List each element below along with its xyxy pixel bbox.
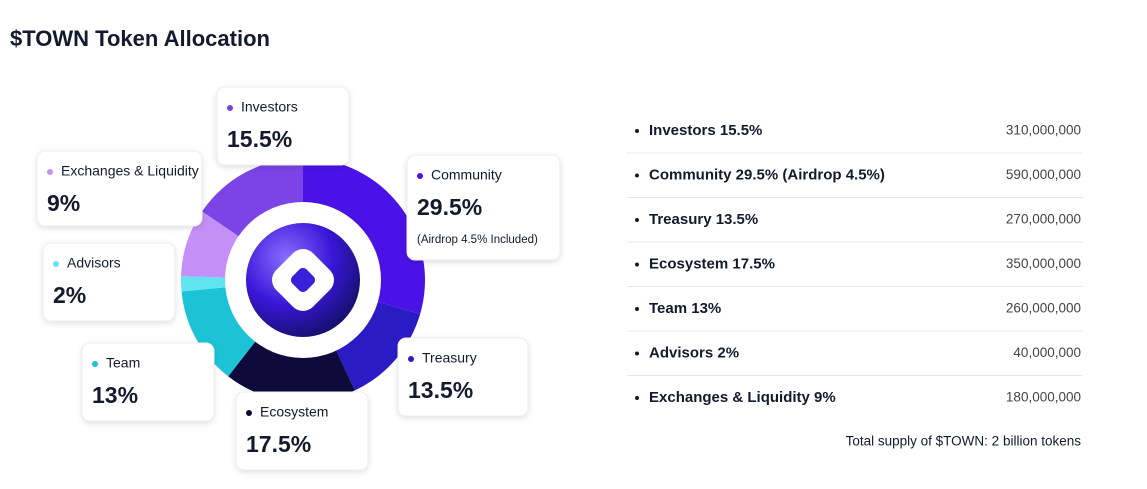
logo-mark: [272, 249, 334, 311]
slice: [228, 340, 355, 402]
slice: [303, 158, 425, 315]
card-value: 29.5%: [417, 194, 482, 220]
card-name: Advisors: [67, 255, 121, 271]
slice: [335, 301, 421, 391]
card-value: 15.5%: [227, 126, 292, 152]
bullet: [635, 396, 639, 400]
card: [397, 337, 529, 417]
allocation-list: Investors 15.5% 310,000,000 Community 29.5…: [627, 122, 1083, 406]
card: [216, 86, 350, 166]
item-label: Treasury 13.5%: [649, 211, 758, 228]
slice: [181, 211, 241, 278]
item-label: Advisors 2%: [649, 344, 739, 361]
item-label: Ecosystem 17.5%: [649, 255, 775, 272]
item-amount: 310,000,000: [1006, 123, 1081, 138]
bullet: [635, 351, 639, 356]
item-amount: 260,000,000: [1006, 301, 1081, 316]
title: $TOWN Token Allocation: [10, 26, 270, 51]
card: [406, 154, 561, 261]
card-dot: [246, 410, 252, 416]
item-label: Team 13%: [649, 300, 721, 317]
card-name: Ecosystem: [260, 404, 328, 420]
card: [42, 242, 176, 322]
item-amount: 40,000,000: [1013, 345, 1081, 360]
card-dot: [408, 356, 414, 362]
bullet: [635, 218, 639, 222]
card: [36, 150, 203, 227]
cards: Community 29.5% Treasury 13.5% Ecosystem 17.5…: [36, 86, 561, 471]
slice: [180, 276, 228, 292]
card-value: 17.5%: [246, 431, 311, 457]
bullet: [635, 307, 639, 311]
item-label: Community 29.5% (Airdrop 4.5%): [649, 166, 885, 183]
card-name: Team: [106, 355, 140, 371]
card-name: Treasury: [422, 350, 477, 366]
item-amount: 180,000,000: [1006, 390, 1081, 405]
card-value: 2%: [53, 282, 86, 308]
bullet: [635, 262, 639, 267]
item-amount: 270,000,000: [1006, 212, 1081, 227]
slice: [181, 287, 257, 377]
card-note: (Airdrop 4.5% Included): [417, 234, 538, 246]
card-value: 9%: [47, 190, 80, 216]
footnote: Total supply of $TOWN: 2 billion tokens: [846, 434, 1082, 449]
card-value: 13%: [92, 382, 138, 408]
card-dot: [417, 173, 423, 179]
card: [235, 391, 369, 471]
card-name: Community: [431, 167, 502, 183]
bullet: [635, 129, 639, 133]
card-dot: [47, 169, 53, 175]
item-amount: 590,000,000: [1006, 167, 1081, 182]
card-dot: [92, 361, 98, 367]
card-value: 13.5%: [408, 377, 473, 403]
card-dot: [227, 105, 233, 111]
item-amount: 350,000,000: [1006, 256, 1081, 271]
card-name: Investors: [241, 99, 298, 115]
card-name: Exchanges & Liquidity: [61, 163, 199, 179]
card: [81, 342, 215, 422]
item-label: Investors 15.5%: [649, 122, 762, 139]
bullet: [635, 173, 639, 178]
card-dot: [53, 261, 59, 267]
item-label: Exchanges & Liquidity 9%: [649, 389, 836, 406]
donut: [180, 158, 425, 402]
slice: [202, 158, 303, 238]
